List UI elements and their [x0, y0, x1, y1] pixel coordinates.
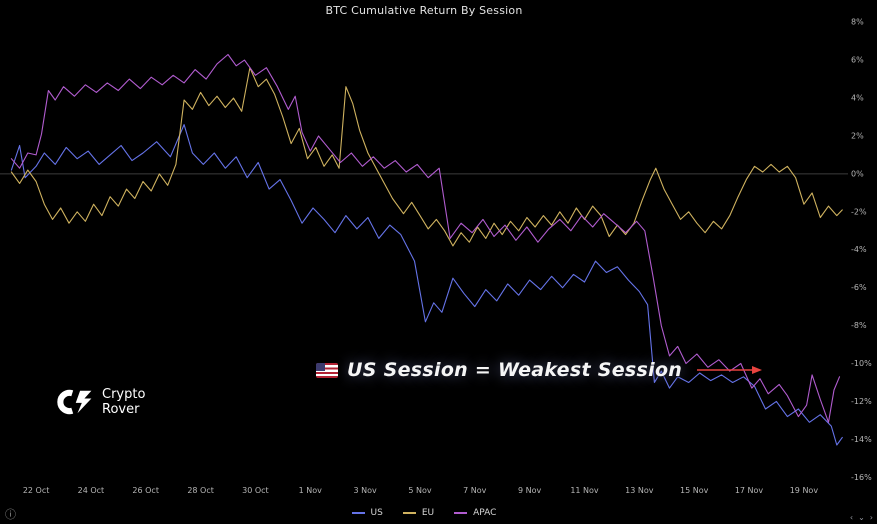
y-axis-label: -16%: [851, 473, 872, 482]
series-line-us: [10, 124, 843, 446]
y-axis-label: -6%: [851, 283, 867, 292]
annotation-arrow-icon: [697, 366, 763, 374]
y-axis-label: 0%: [851, 169, 864, 178]
x-axis-label: 5 Nov: [408, 486, 432, 495]
x-axis-label: 9 Nov: [518, 486, 542, 495]
x-axis-label: 24 Oct: [78, 486, 105, 495]
logo-line1: Crypto: [102, 387, 146, 402]
x-axis-label: 26 Oct: [132, 486, 159, 495]
series-line-apac: [10, 53, 841, 423]
x-axis-label: 22 Oct: [23, 486, 50, 495]
info-icon[interactable]: ⓘ: [5, 508, 16, 521]
annotation-text: US Session = Weakest Session: [347, 359, 683, 381]
crypto-rover-logo: Crypto Rover: [54, 386, 145, 418]
x-axis-label: 30 Oct: [242, 486, 269, 495]
x-axis-label: 1 Nov: [299, 486, 323, 495]
legend-label-eu: EU: [421, 508, 435, 518]
x-axis-label: 28 Oct: [187, 486, 214, 495]
x-axis-label: 19 Nov: [790, 486, 819, 495]
legend-item-us: US: [351, 508, 383, 518]
legend-swatch-us: [351, 512, 365, 514]
y-axis-label: 6%: [851, 56, 864, 65]
pane-controls: ‹ ⌄ ›: [850, 513, 873, 522]
y-axis-label: -4%: [851, 245, 867, 254]
logo-line2: Rover: [102, 402, 140, 417]
x-axis-label: 7 Nov: [463, 486, 487, 495]
x-axis-label: 13 Nov: [625, 486, 654, 495]
legend-swatch-apac: [454, 512, 468, 514]
legend: US EU APAC: [0, 508, 848, 518]
x-axis-label: 17 Nov: [735, 486, 764, 495]
y-axis-label: -8%: [851, 321, 867, 330]
nav-collapse-icon[interactable]: ⌄: [858, 513, 865, 522]
x-axis-label: 11 Nov: [570, 486, 599, 495]
x-axis-label: 3 Nov: [353, 486, 377, 495]
nav-right-icon[interactable]: ›: [869, 513, 873, 522]
y-axis-label: -10%: [851, 359, 872, 368]
y-axis-label: 8%: [851, 18, 864, 27]
y-axis-label: -12%: [851, 397, 872, 406]
legend-swatch-eu: [402, 512, 416, 514]
y-axis-label: 2%: [851, 132, 864, 141]
y-axis-label: -2%: [851, 207, 867, 216]
y-axis-label: 4%: [851, 94, 864, 103]
y-axis-label: -14%: [851, 435, 872, 444]
legend-item-eu: EU: [402, 508, 435, 518]
legend-label-apac: APAC: [473, 508, 497, 518]
nav-left-icon[interactable]: ‹: [849, 513, 854, 522]
annotation: US Session = Weakest Session: [316, 359, 764, 381]
chart-title: BTC Cumulative Return By Session: [325, 4, 523, 17]
us-flag-icon: [316, 362, 338, 378]
series-line-eu: [10, 67, 843, 247]
x-axis-label: 15 Nov: [680, 486, 709, 495]
crypto-rover-logo-icon: [57, 389, 92, 415]
legend-item-apac: APAC: [454, 508, 496, 518]
legend-label-us: US: [370, 508, 383, 518]
